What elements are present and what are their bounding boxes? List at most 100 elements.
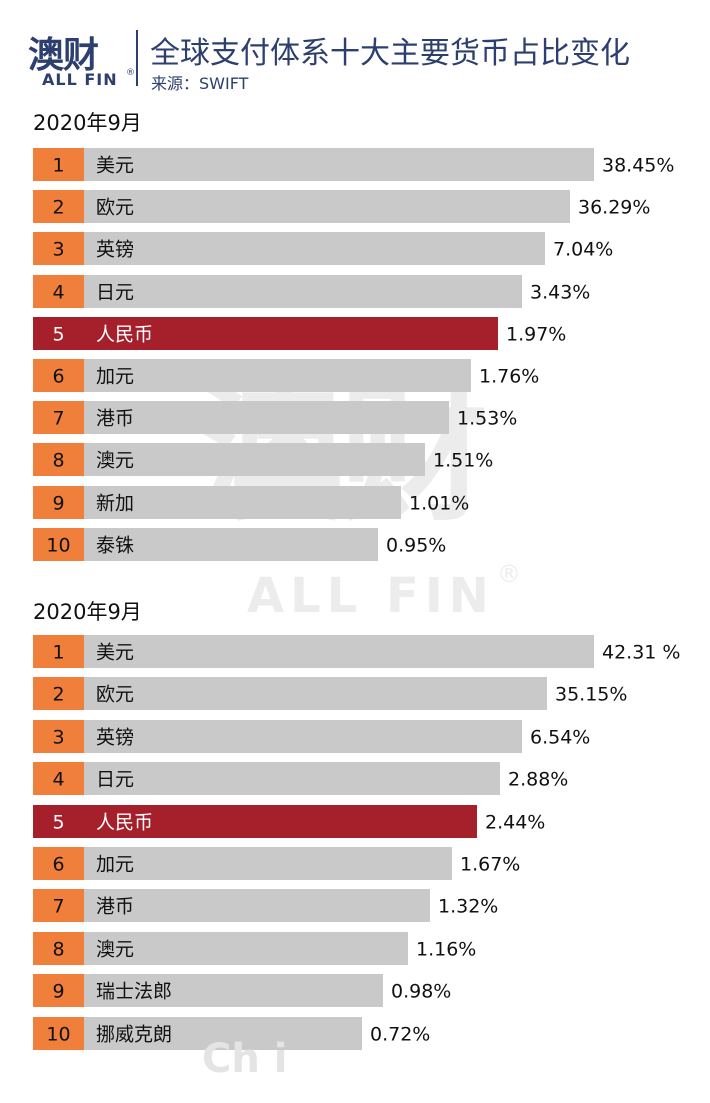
bar — [84, 805, 477, 838]
category-label: 人民币 — [96, 812, 153, 834]
bar — [84, 889, 430, 922]
rank-box — [33, 443, 84, 476]
source-note: 来源：SWIFT — [151, 74, 249, 93]
chart-title-first: 2020年9月 — [33, 111, 142, 135]
logo-english-text: ALL FIN — [42, 70, 118, 89]
rank-number: 9 — [52, 981, 64, 1003]
value-label: 6.54% — [530, 727, 590, 749]
rank-number: 7 — [52, 408, 64, 430]
category-label: 欧元 — [96, 197, 134, 219]
category-label: 美元 — [96, 155, 134, 177]
category-label: 挪威克朗 — [96, 1024, 172, 1046]
bar — [84, 762, 500, 795]
bar-row: 7 港币 1.53% — [33, 401, 517, 434]
bar — [84, 359, 471, 392]
bar-row: 6 加元 1.76% — [33, 359, 539, 392]
category-label: 英镑 — [96, 239, 134, 261]
rank-box — [33, 317, 84, 350]
rank-box — [33, 190, 84, 223]
rank-box — [33, 1017, 84, 1050]
bar — [84, 317, 498, 350]
value-label: 2.44% — [485, 812, 545, 834]
bar-row: 4 日元 3.43% — [33, 275, 590, 308]
rank-number: 6 — [52, 366, 64, 388]
logo-chinese-text: 澳财 — [28, 35, 99, 76]
value-label: 1.76% — [479, 366, 539, 388]
bar — [84, 720, 522, 753]
bar-row: 6 加元 1.67% — [33, 847, 520, 880]
rank-number: 10 — [46, 535, 70, 557]
rank-number: 2 — [52, 197, 64, 219]
bar — [84, 974, 383, 1007]
bar — [84, 635, 594, 668]
rank-number: 8 — [52, 939, 64, 961]
rank-number: 4 — [52, 769, 64, 791]
rank-number: 5 — [52, 812, 64, 834]
category-label: 泰铢 — [96, 535, 134, 557]
bar-row: 1 美元 38.45% — [33, 148, 674, 181]
rank-box — [33, 359, 84, 392]
category-label: 美元 — [96, 642, 134, 664]
value-label: 1.32% — [438, 896, 498, 918]
rank-number: 5 — [52, 324, 64, 346]
rank-box — [33, 528, 84, 561]
brand-logo: 澳财 ALL FIN ® — [28, 26, 135, 92]
rank-box — [33, 148, 84, 181]
bar-row: 5 人民币 2.44% — [33, 805, 545, 838]
bar — [84, 148, 594, 181]
rank-number: 3 — [52, 239, 64, 261]
rank-box — [33, 720, 84, 753]
rank-number: 6 — [52, 854, 64, 876]
rank-box — [33, 635, 84, 668]
bar — [84, 232, 545, 265]
bar-row: 9 新加 1.01% — [33, 486, 469, 519]
rank-number: 8 — [52, 450, 64, 472]
rank-box — [33, 974, 84, 1007]
value-label: 0.72% — [370, 1024, 430, 1046]
category-label: 港币 — [96, 896, 134, 918]
bar — [84, 486, 401, 519]
rank-box — [33, 677, 84, 710]
rank-box — [33, 805, 84, 838]
value-label: 1.16% — [416, 939, 476, 961]
bar-row: 2 欧元 35.15% — [33, 677, 627, 710]
rank-box — [33, 847, 84, 880]
value-label: 35.15% — [555, 684, 627, 706]
bar-chart-first: 1 美元 38.45% 2 欧元 36.29% 3 英镑 7.04% 4 日元 3.43% 5 人民币 1.… — [33, 148, 674, 561]
value-label: 2.88% — [508, 769, 568, 791]
bar-row: 8 澳元 1.16% — [33, 932, 476, 965]
value-label: 1.97% — [506, 324, 566, 346]
bar — [84, 275, 522, 308]
rank-box — [33, 486, 84, 519]
bar — [84, 1017, 362, 1050]
bar-row: 3 英镑 7.04% — [33, 232, 613, 265]
bar — [84, 443, 425, 476]
rank-box — [33, 275, 84, 308]
category-label: 欧元 — [96, 684, 134, 706]
category-label: 港币 — [96, 408, 134, 430]
category-label: 加元 — [96, 854, 134, 876]
header-divider — [136, 30, 138, 86]
value-label: 1.53% — [457, 408, 517, 430]
category-label: 人民币 — [96, 324, 153, 346]
rank-number: 7 — [52, 896, 64, 918]
value-label: 3.43% — [530, 282, 590, 304]
bar — [84, 190, 570, 223]
bar — [84, 677, 547, 710]
rank-box — [33, 762, 84, 795]
category-label: 新加 — [96, 493, 134, 515]
bar-row: 5 人民币 1.97% — [33, 317, 566, 350]
bar-row: 10 挪威克朗 0.72% — [33, 1017, 430, 1050]
rank-number: 1 — [52, 155, 64, 177]
bar-row: 8 澳元 1.51% — [33, 443, 493, 476]
value-label: 0.95% — [386, 535, 446, 557]
rank-box — [33, 232, 84, 265]
bar-row: 4 日元 2.88% — [33, 762, 568, 795]
value-label: 36.29% — [578, 197, 650, 219]
rank-box — [33, 889, 84, 922]
category-label: 澳元 — [96, 939, 134, 961]
bar-row: 1 美元 42.31 % — [33, 635, 681, 668]
category-label: 英镑 — [96, 727, 134, 749]
chart-title-second: 2020年9月 — [33, 600, 142, 624]
value-label: 1.01% — [409, 493, 469, 515]
